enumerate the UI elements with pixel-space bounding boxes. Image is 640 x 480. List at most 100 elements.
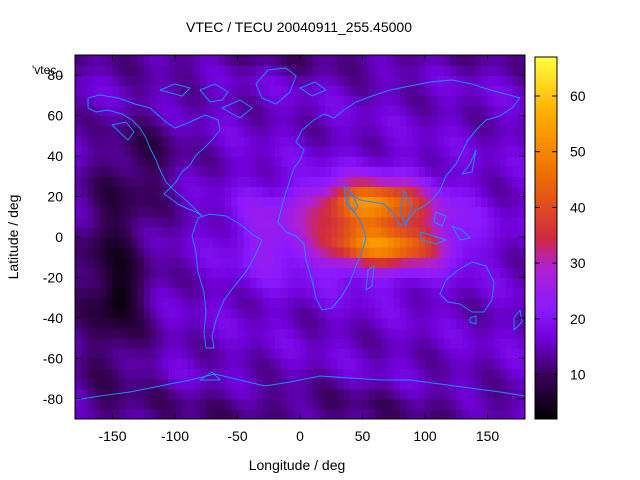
heatmap-cell xyxy=(431,257,439,268)
heatmap-cell xyxy=(175,105,182,117)
heatmap-cell xyxy=(400,85,407,97)
heatmap-cell xyxy=(162,307,170,319)
heatmap-cell xyxy=(168,297,176,309)
heatmap-cell xyxy=(268,317,276,329)
heatmap-cell xyxy=(93,277,101,289)
heatmap-cell xyxy=(137,348,145,359)
heatmap-cell xyxy=(218,247,226,258)
heatmap-cell xyxy=(450,176,457,188)
heatmap-cell xyxy=(87,408,95,419)
heatmap-cell xyxy=(137,196,145,208)
heatmap-cell xyxy=(318,216,326,228)
heatmap-cell xyxy=(387,146,395,157)
heatmap-cell xyxy=(200,368,207,380)
heatmap-cell xyxy=(331,115,339,127)
heatmap-cell xyxy=(125,85,132,97)
heatmap-cell xyxy=(431,146,439,157)
heatmap-cell xyxy=(206,156,214,167)
heatmap-cell xyxy=(450,338,457,349)
heatmap-cell xyxy=(493,317,501,329)
heatmap-cell xyxy=(175,206,182,218)
heatmap-cell xyxy=(156,277,164,289)
heatmap-cell xyxy=(350,328,357,339)
heatmap-cell xyxy=(456,368,464,380)
heatmap-cell xyxy=(131,328,139,339)
heatmap-cell xyxy=(381,105,389,117)
heatmap-cell xyxy=(300,237,307,248)
heatmap-cell xyxy=(506,216,514,228)
heatmap-cell xyxy=(362,115,370,127)
heatmap-cell xyxy=(493,115,501,127)
heatmap-cell xyxy=(381,388,389,400)
heatmap-cell xyxy=(475,328,482,339)
heatmap-cell xyxy=(231,358,239,370)
heatmap-cell xyxy=(312,196,320,208)
heatmap-cell xyxy=(475,307,482,319)
heatmap-cell xyxy=(381,408,389,419)
heatmap-cell xyxy=(362,307,370,319)
heatmap-cell xyxy=(287,348,295,359)
heatmap-cell xyxy=(456,186,464,198)
heatmap-cell xyxy=(156,115,164,127)
heatmap-cell xyxy=(475,186,482,198)
heatmap-cell xyxy=(193,378,201,390)
heatmap-cell xyxy=(450,398,457,410)
heatmap-cell xyxy=(437,317,445,329)
heatmap-cell xyxy=(268,226,276,238)
heatmap-cell xyxy=(187,146,195,157)
heatmap-cell xyxy=(212,85,220,97)
heatmap-cell xyxy=(143,368,151,380)
heatmap-cell xyxy=(231,146,239,157)
heatmap-cell xyxy=(162,95,170,107)
heatmap-cell xyxy=(256,398,264,410)
heatmap-cell xyxy=(387,115,395,127)
heatmap-cell xyxy=(112,378,120,390)
heatmap-cell xyxy=(206,378,214,390)
heatmap-cell xyxy=(475,206,482,218)
heatmap-cell xyxy=(412,176,420,188)
heatmap-cell xyxy=(131,196,139,208)
heatmap-cell xyxy=(75,287,82,299)
heatmap-cell xyxy=(393,317,401,329)
heatmap-cell xyxy=(456,115,464,127)
heatmap-cell xyxy=(175,328,182,339)
heatmap-cell xyxy=(112,368,120,380)
heatmap-cell xyxy=(318,196,326,208)
heatmap-cell xyxy=(356,247,364,258)
heatmap-cell xyxy=(93,257,101,268)
y-tick-label: 20 xyxy=(47,189,63,205)
heatmap-cell xyxy=(237,267,245,279)
heatmap-cell xyxy=(250,287,257,299)
heatmap-cell xyxy=(343,55,351,66)
heatmap-cell xyxy=(500,146,507,157)
heatmap-cell xyxy=(231,156,239,167)
heatmap-cell xyxy=(337,247,345,258)
heatmap-cell xyxy=(243,216,251,228)
heatmap-cell xyxy=(456,95,464,107)
heatmap-cell xyxy=(150,348,157,359)
heatmap-cell xyxy=(187,75,195,86)
heatmap-cell xyxy=(318,135,326,147)
heatmap-cell xyxy=(493,125,501,137)
heatmap-cell xyxy=(381,338,389,349)
heatmap-cell xyxy=(275,317,282,329)
heatmap-cell xyxy=(206,85,214,97)
heatmap-cell xyxy=(406,348,414,359)
heatmap-cell xyxy=(356,408,364,419)
heatmap-cell xyxy=(218,166,226,177)
heatmap-cell xyxy=(256,328,264,339)
heatmap-cell xyxy=(362,156,370,167)
heatmap-cell xyxy=(393,277,401,289)
heatmap-cell xyxy=(156,307,164,319)
heatmap-cell xyxy=(262,388,270,400)
heatmap-cell xyxy=(156,105,164,117)
heatmap-cell xyxy=(312,348,320,359)
heatmap-cell xyxy=(212,408,220,419)
heatmap-cell xyxy=(225,85,232,97)
heatmap-cell xyxy=(475,196,482,208)
heatmap-cell xyxy=(500,206,507,218)
heatmap-cell xyxy=(337,368,345,380)
heatmap-cell xyxy=(193,317,201,329)
heatmap-cell xyxy=(500,65,507,76)
